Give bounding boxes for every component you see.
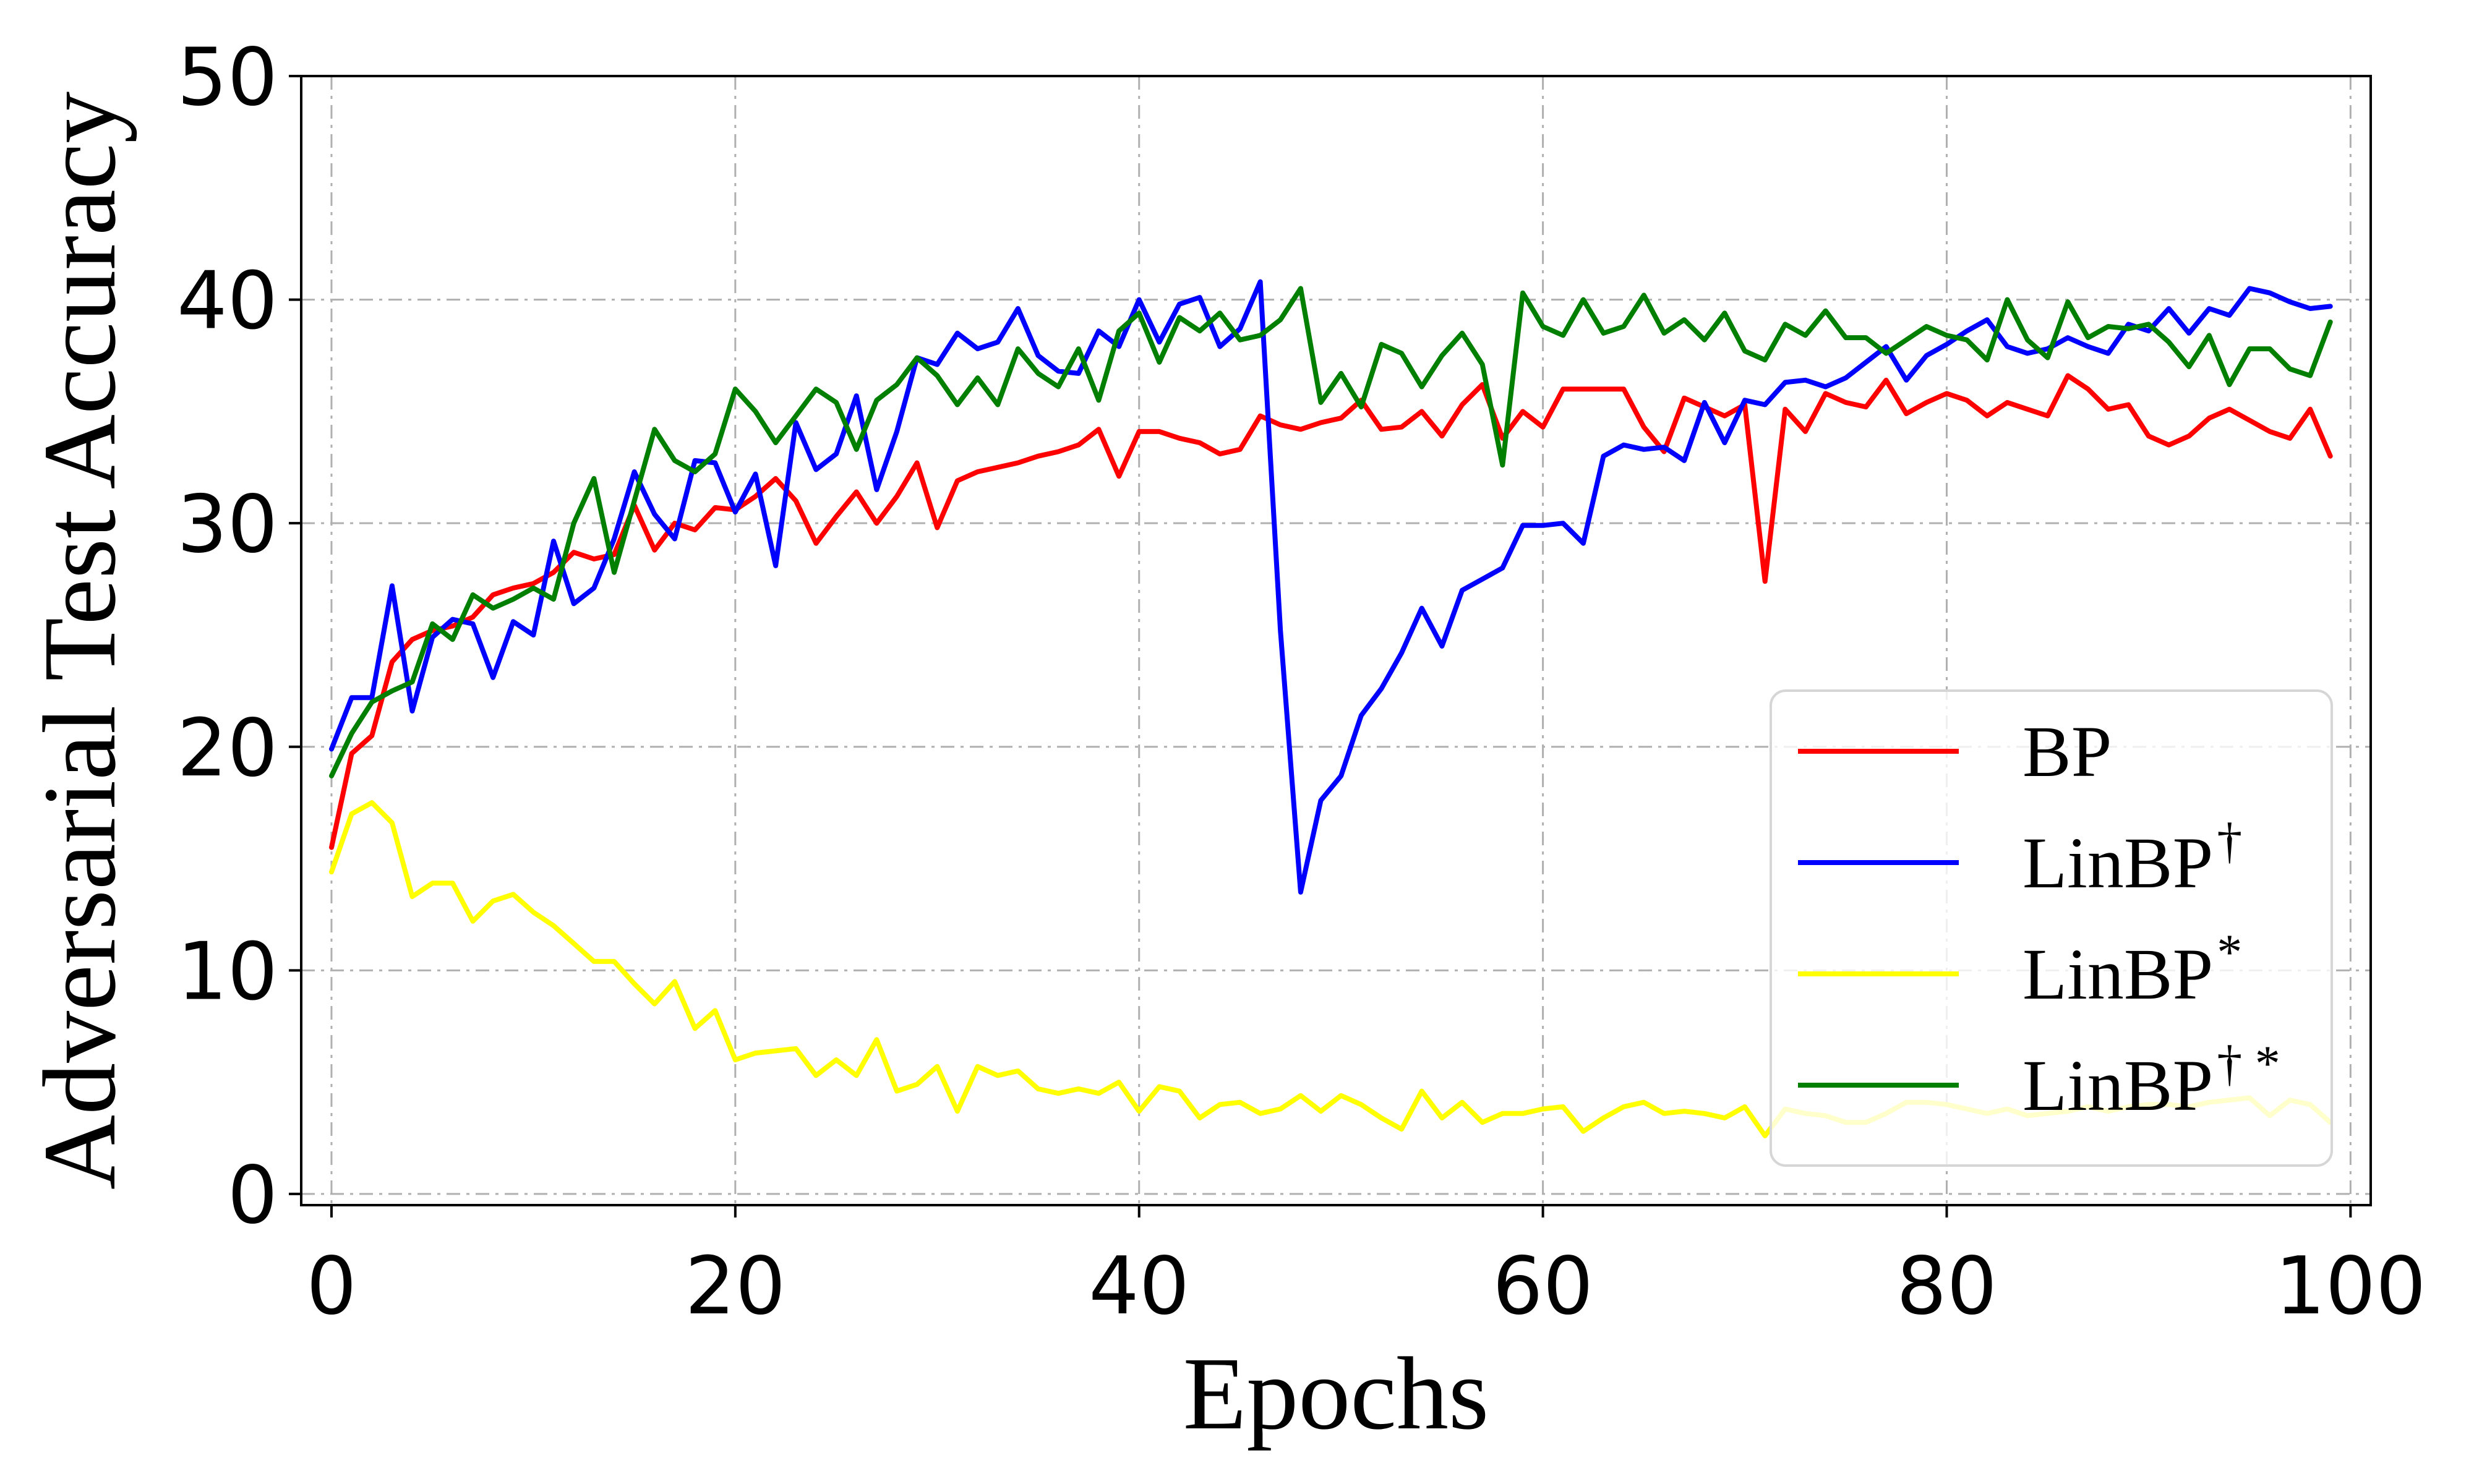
legend-label-0: BP — [2022, 711, 2112, 792]
x-axis-label: Epochs — [1183, 1336, 1489, 1451]
plot-frame — [300, 75, 2372, 1206]
y-tick-label: 0 — [228, 1149, 278, 1242]
x-tick-label: 40 — [1089, 1240, 1189, 1333]
y-axis-label: Adversarial Test Accuracy — [22, 92, 137, 1190]
x-tick-label: 100 — [2275, 1240, 2426, 1333]
x-tick-label: 80 — [1896, 1240, 1997, 1333]
x-tick-label: 20 — [685, 1240, 785, 1333]
legend-label-2: LinBP — [2022, 934, 2213, 1015]
x-tick-label: 60 — [1492, 1240, 1593, 1333]
legend-label-1: LinBP — [2022, 822, 2213, 903]
legend-sup-2: * — [2217, 924, 2242, 980]
x-tick-label: 0 — [306, 1240, 356, 1333]
legend-label-3: LinBP — [2022, 1045, 2213, 1126]
ticks: 0 20 40 60 80 100 0 10 20 30 40 50 — [177, 32, 2426, 1333]
y-tick-label: 20 — [177, 702, 278, 795]
y-tick-label: 10 — [177, 926, 278, 1018]
series-line-3 — [329, 286, 2333, 778]
y-tick-label: 30 — [177, 479, 278, 571]
legend-sup-3: † * — [2217, 1035, 2280, 1091]
y-tick-label: 40 — [177, 255, 278, 348]
series-line-0 — [329, 373, 2333, 850]
legend-box — [1770, 689, 2333, 1167]
legend-sup-1: † — [2217, 812, 2242, 869]
y-tick-label: 50 — [177, 32, 278, 124]
